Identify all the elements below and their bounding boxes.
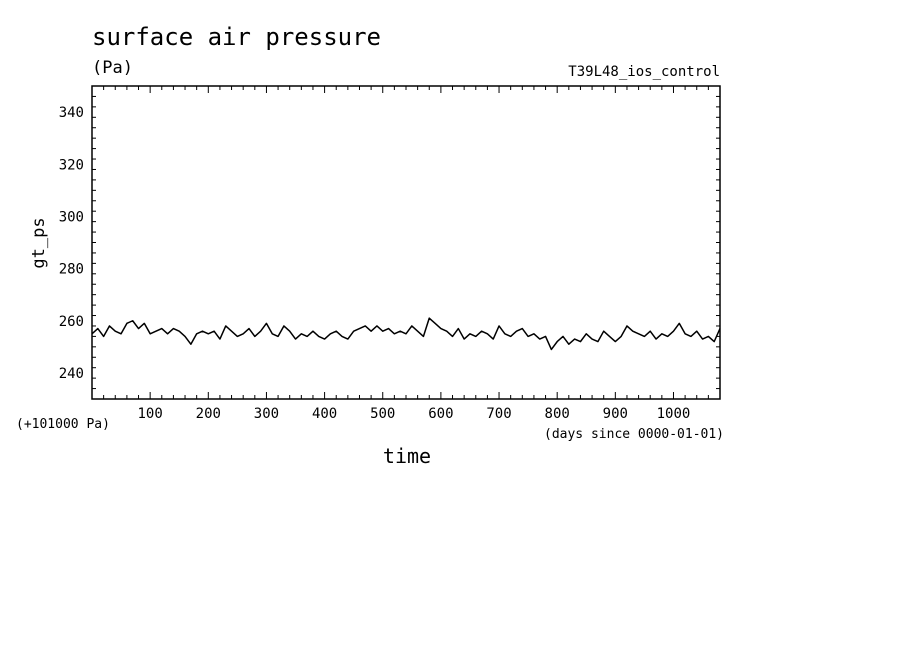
x-tick-label: 600 [428,406,453,422]
y-tick-label: 300 [59,209,84,225]
x-axis-ticks: 100 200 300 400 500 600 700 800 900 1000 [103,86,721,422]
y-tick-label: 240 [59,366,84,382]
y-axis-ticks: 240 260 280 300 320 340 [59,85,720,400]
y-axis-label: gt_ps [29,217,49,268]
x-tick-label: 200 [196,406,221,422]
x-tick-label: 1000 [657,406,691,422]
x-axis-label: time [383,444,431,468]
x-tick-label: 700 [486,406,511,422]
y-tick-label: 260 [59,314,84,330]
y-offset-label: (+101000 Pa) [16,417,110,432]
x-tick-label: 800 [545,406,570,422]
x-tick-label: 100 [137,406,162,422]
y-tick-label: 340 [59,105,84,121]
series-line [91,317,721,351]
x-tick-label: 400 [312,406,337,422]
chart-title: surface air pressure [92,23,381,51]
x-tick-label: 300 [254,406,279,422]
plot-frame [91,85,721,400]
y-tick-label: 280 [59,262,84,278]
run-name-label: T39L48_ios_control [568,64,720,80]
x-units-label: (days since 0000-01-01) [544,427,724,442]
y-tick-label: 320 [59,157,84,173]
x-tick-label: 500 [370,406,395,422]
x-tick-label: 900 [603,406,628,422]
units-label: (Pa) [92,58,133,78]
